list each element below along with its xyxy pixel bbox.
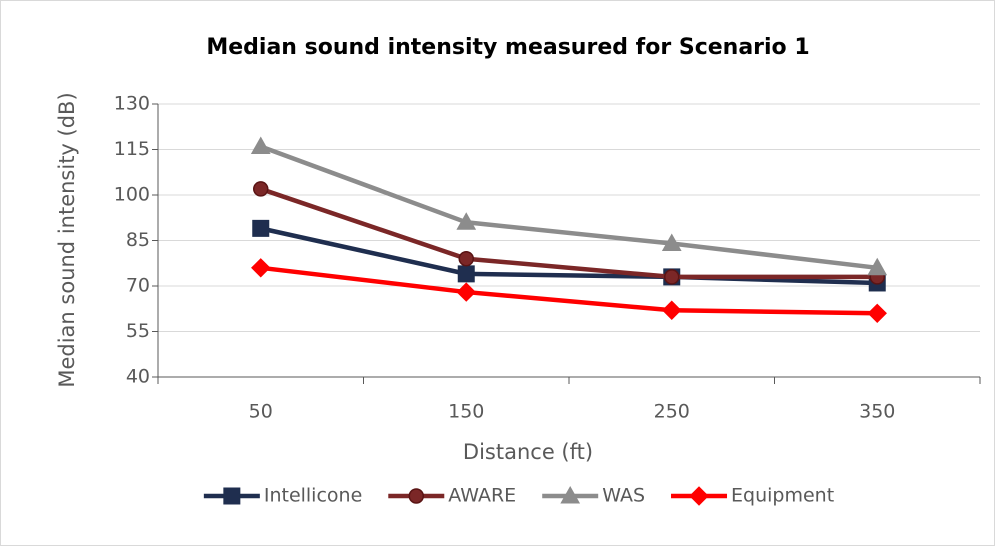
y-tick-label: 85	[126, 229, 150, 251]
legend: Intellicone AWARE WAS Equipment	[203, 485, 834, 507]
data-point	[458, 250, 474, 267]
data-point	[251, 258, 271, 278]
x-tick-label: 350	[859, 401, 895, 423]
y-tick-label: 115	[114, 138, 150, 160]
legend-marker	[560, 485, 581, 504]
legend-marker	[408, 488, 425, 504]
data-point	[253, 181, 269, 197]
data-point	[661, 233, 682, 252]
data-point	[664, 269, 680, 285]
legend-label: Intellicone	[264, 485, 362, 507]
data-point	[456, 212, 477, 230]
series-line	[259, 144, 878, 271]
chart-title: Median sound intensity measured for Scen…	[206, 35, 809, 60]
x-tick-label: 50	[249, 401, 273, 423]
data-point	[867, 257, 888, 276]
y-tick-label: 40	[126, 366, 150, 388]
x-tick-label: 150	[448, 401, 484, 423]
x-axis-label: Distance (ft)	[463, 440, 593, 464]
series-line	[260, 186, 878, 280]
y-tick-label: 100	[114, 184, 150, 206]
y-tick-label: 130	[114, 93, 150, 115]
legend-label: WAS	[602, 485, 645, 507]
x-tick-label: 250	[654, 401, 690, 423]
legend-label: AWARE	[448, 485, 516, 507]
series-line	[260, 265, 878, 316]
series-line	[260, 226, 878, 286]
data-point	[250, 136, 271, 154]
y-axis-label: Median sound intensity (dB)	[55, 92, 79, 387]
legend-marker	[223, 487, 241, 505]
y-tick-label: 55	[126, 320, 150, 342]
data-point	[457, 265, 475, 283]
data-point	[867, 303, 887, 324]
legend-label: Equipment	[731, 485, 834, 507]
legend-marker	[689, 486, 709, 506]
data-point	[662, 300, 682, 320]
data-point	[456, 282, 476, 302]
y-tick-label: 70	[126, 275, 150, 297]
data-point	[252, 219, 270, 237]
